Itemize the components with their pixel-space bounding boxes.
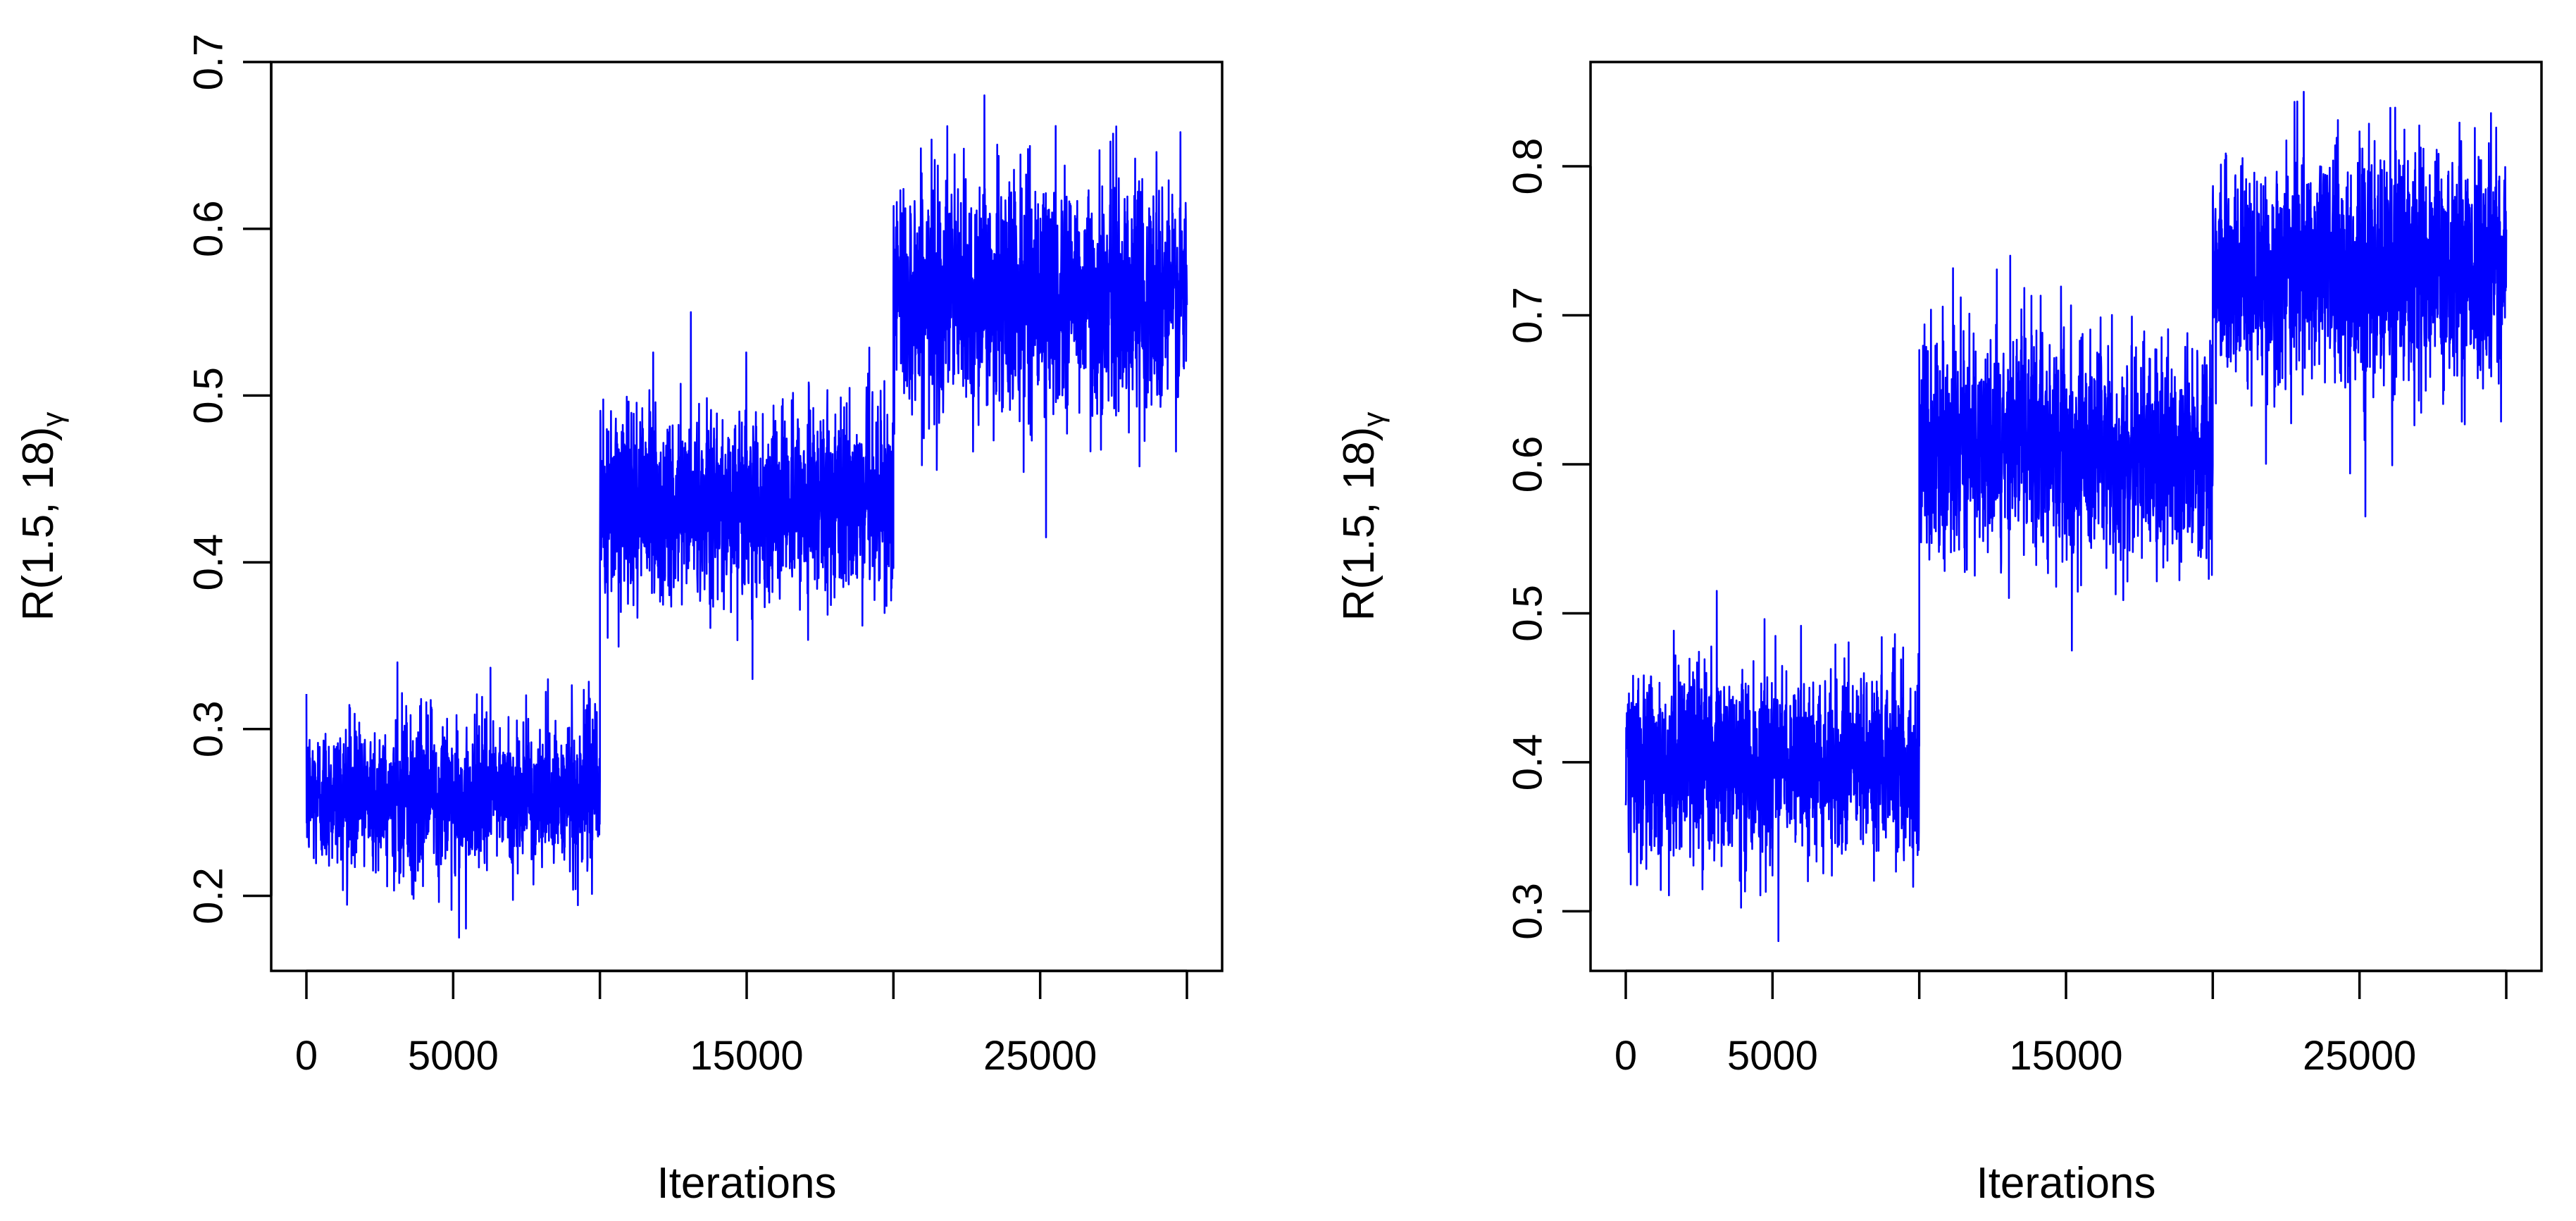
chart-panel-2: 0 5000 15000 25000 0.3 0.4 0.5 0.6 0.7 0.8 Iterati… — [1335, 61, 2543, 1208]
x-axis-title: Iterations — [657, 1159, 836, 1208]
x-tick-label: 25000 — [983, 1033, 1097, 1079]
trace-series-line — [1624, 91, 2508, 942]
x-tick-label: 15000 — [2009, 1033, 2122, 1079]
x-tick-label: 0 — [1614, 1033, 1637, 1079]
y-tick-label: 0.6 — [185, 200, 231, 257]
y-tick-label: 0.3 — [1505, 883, 1550, 940]
y-tick-label: 0.2 — [185, 867, 231, 924]
x-tick-label: 0 — [295, 1033, 318, 1079]
y-tick-label: 0.5 — [1505, 585, 1550, 642]
y-axis-title: R(1.5, 18)γ — [1335, 412, 1390, 621]
x-tick-label: 15000 — [690, 1033, 803, 1079]
y-axis-title: R(1.5, 18)γ — [14, 412, 69, 621]
chart-panel-1: 0 5000 15000 25000 0.2 0.3 0.4 0.5 0.6 0.7 Iterati… — [14, 34, 1224, 1208]
y-tick-label: 0.7 — [1505, 287, 1550, 344]
x-tick-label: 25000 — [2303, 1033, 2416, 1079]
y-tick-label: 0.4 — [185, 534, 231, 591]
x-tick-label: 5000 — [1727, 1033, 1818, 1079]
y-tick-label: 0.3 — [185, 700, 231, 757]
trace-series-line — [305, 94, 1188, 938]
y-tick-label: 0.4 — [1505, 734, 1550, 791]
y-tick-label: 0.7 — [185, 34, 231, 91]
y-tick-label: 0.5 — [185, 367, 231, 424]
x-axis-title: Iterations — [1976, 1159, 2155, 1208]
x-tick-label: 5000 — [408, 1033, 499, 1079]
y-tick-label: 0.8 — [1505, 138, 1550, 195]
y-tick-label: 0.6 — [1505, 436, 1550, 493]
